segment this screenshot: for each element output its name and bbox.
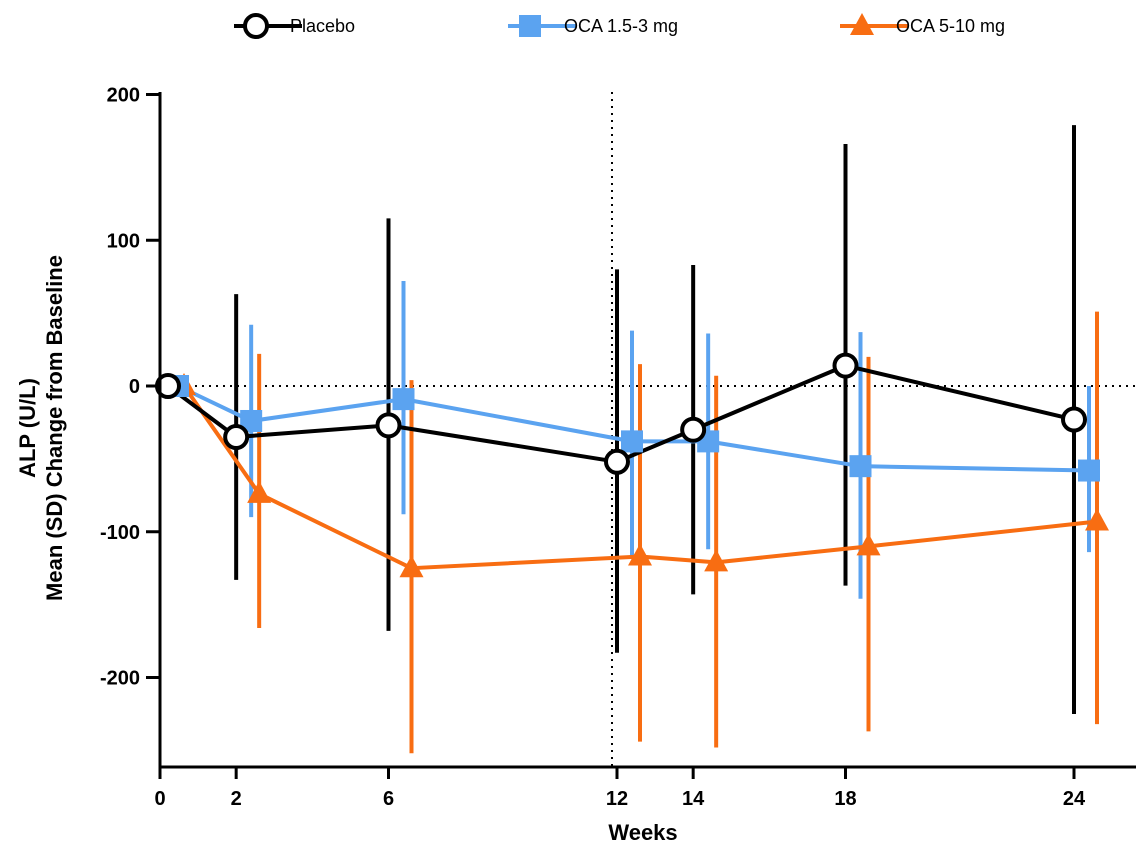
x-tick-label: 2 bbox=[231, 788, 242, 810]
x-tick-label: 14 bbox=[682, 788, 705, 810]
point-triangle-14 bbox=[704, 549, 729, 572]
legend-label-1: OCA 1.5-3 mg bbox=[564, 16, 678, 36]
point-open-circle-12 bbox=[604, 448, 630, 475]
point-triangle-2 bbox=[247, 480, 272, 503]
x-tick-label: 12 bbox=[606, 788, 628, 810]
point-square-6 bbox=[392, 388, 415, 411]
point-square-18 bbox=[849, 455, 872, 478]
x-tick-label: 6 bbox=[383, 788, 394, 810]
y-axis-title-line1: ALP (U/L) bbox=[15, 378, 40, 478]
legend: Placebo OCA 1.5-3 mg OCA 5-10 mg bbox=[234, 13, 1005, 39]
x-axis-title: Weeks bbox=[608, 820, 677, 845]
axes: 200 100 0 -100 -200 0 2 6 12 14 18 24 bbox=[100, 85, 1136, 810]
legend-marker-open-circle bbox=[243, 13, 269, 39]
y-tick-label: -100 bbox=[100, 522, 140, 544]
y-tick-label: 200 bbox=[107, 85, 140, 107]
series-markers bbox=[155, 352, 1109, 578]
x-tick-label: 18 bbox=[834, 788, 856, 810]
legend-label-2: OCA 5-10 mg bbox=[896, 16, 1005, 36]
point-triangle-18 bbox=[856, 533, 881, 556]
point-open-circle-2 bbox=[223, 424, 250, 451]
y-tick-label: -200 bbox=[100, 668, 140, 690]
point-open-circle-18 bbox=[832, 352, 859, 379]
legend-marker-triangle bbox=[850, 13, 874, 35]
y-axis-title-line2: Mean (SD) Change from Baseline bbox=[42, 255, 67, 601]
point-triangle-24 bbox=[1085, 508, 1109, 531]
point-triangle-6 bbox=[399, 555, 424, 578]
y-tick-label: 100 bbox=[107, 230, 140, 252]
point-square-24 bbox=[1078, 459, 1100, 482]
y-tick-label: 0 bbox=[129, 376, 140, 398]
x-tick-label: 0 bbox=[154, 788, 165, 810]
point-open-circle-14 bbox=[680, 416, 707, 443]
legend-marker-square bbox=[519, 15, 541, 37]
legend-label-0: Placebo bbox=[290, 16, 355, 36]
point-square-2 bbox=[240, 409, 263, 432]
x-tick-label: 24 bbox=[1063, 788, 1086, 810]
point-open-circle-24 bbox=[1061, 406, 1087, 433]
point-open-circle-6 bbox=[375, 412, 402, 439]
reference-lines bbox=[160, 92, 1136, 767]
point-triangle-12 bbox=[628, 543, 652, 566]
point-square-12 bbox=[621, 430, 643, 453]
